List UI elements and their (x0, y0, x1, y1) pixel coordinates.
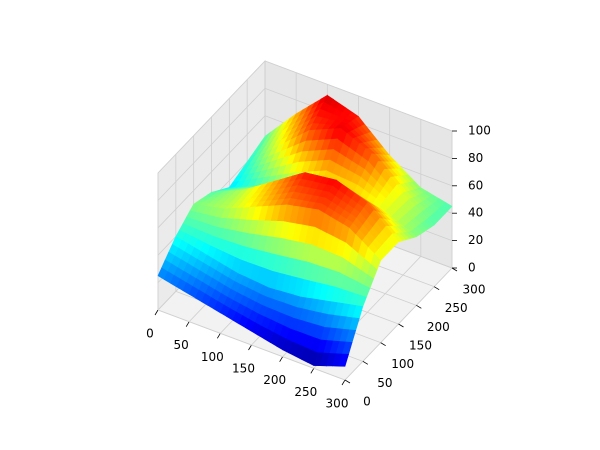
surface (157, 94, 453, 367)
z-tick-label: 40 (468, 206, 483, 220)
x-tick-label: 200 (263, 373, 286, 387)
x-tick-label: 50 (174, 338, 189, 352)
tick-mark (216, 333, 221, 339)
z-tick-label: 100 (468, 124, 491, 138)
z-tick-label: 80 (468, 151, 483, 165)
z-tick-label: 60 (468, 178, 483, 192)
tick-mark (398, 323, 404, 328)
y-tick-label: 200 (427, 320, 450, 334)
z-tick-label: 0 (468, 261, 476, 275)
tick-mark (380, 342, 386, 347)
tick-mark (341, 379, 346, 386)
x-tick-label: 0 (146, 327, 154, 341)
tick-mark (362, 360, 369, 365)
grid-line (157, 60, 266, 174)
tick-mark (451, 267, 458, 272)
y-tick-label: 100 (391, 357, 414, 371)
y-tick-label: 250 (445, 301, 468, 315)
y-tick-label: 50 (377, 376, 392, 390)
tick-mark (310, 368, 315, 374)
grid-line (157, 115, 266, 229)
grid-line (157, 88, 266, 201)
tick-mark (279, 356, 284, 362)
surface-face (338, 353, 349, 367)
y-tick-label: 0 (363, 395, 371, 409)
z-tick-label: 20 (468, 233, 483, 247)
x-tick-label: 150 (232, 362, 255, 376)
tick-mark (433, 286, 440, 291)
x-tick-label: 100 (201, 350, 224, 364)
tick-mark (344, 379, 351, 384)
y-tick-label: 150 (409, 339, 432, 353)
x-tick-label: 300 (326, 397, 349, 411)
grid-line (264, 60, 453, 132)
tick-mark (185, 321, 190, 327)
y-tick-label: 300 (463, 283, 486, 297)
tick-mark (416, 304, 422, 309)
tick-mark (248, 344, 252, 351)
x-tick-label: 250 (294, 385, 317, 399)
grid-line (157, 309, 346, 381)
tick-mark (154, 309, 159, 316)
